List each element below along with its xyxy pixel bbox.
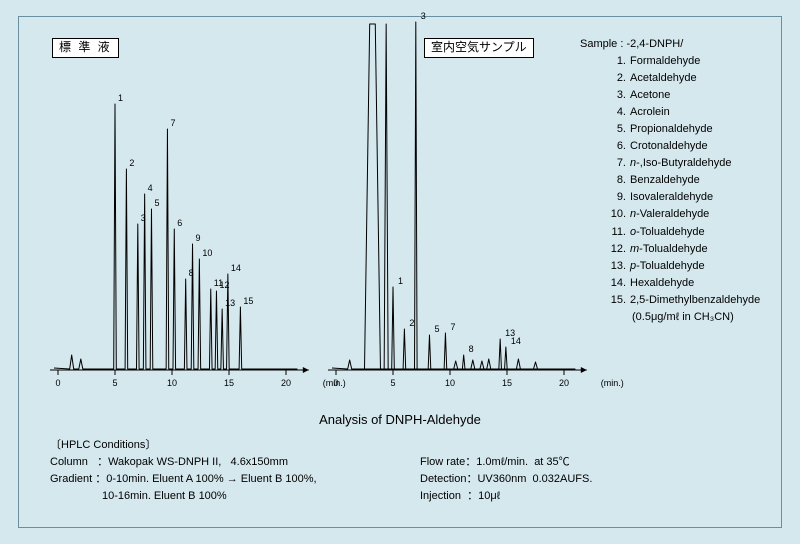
svg-text:0: 0 [55, 378, 60, 388]
svg-text:3: 3 [421, 11, 426, 21]
svg-text:7: 7 [450, 322, 455, 332]
legend-item: 9.Isovaleraldehyde [580, 189, 780, 206]
legend-item: 6.Crotonaldehyde [580, 138, 780, 155]
svg-text:5: 5 [434, 324, 439, 334]
sample-legend: Sample : -2,4-DNPH/1.Formaldehyde2.Aceta… [580, 36, 780, 326]
svg-text:6: 6 [177, 218, 182, 228]
hplc-conditions-right: Flow rate：1.0mℓ/min. at 35℃Detection：UV3… [420, 454, 680, 505]
svg-text:20: 20 [281, 378, 291, 388]
svg-text:7: 7 [170, 118, 175, 128]
svg-text:2: 2 [409, 318, 414, 328]
legend-item: 10.n-Valeraldehyde [580, 206, 780, 223]
svg-text:2: 2 [129, 158, 134, 168]
svg-text:10: 10 [202, 248, 212, 258]
hplc-conditions-left: 〔HPLC Conditions〕Column ：Wakopak WS-DNPH… [50, 437, 420, 505]
svg-text:1: 1 [398, 276, 403, 286]
legend-item: 7.n-,Iso-Butyraldehyde [580, 155, 780, 172]
svg-text:12: 12 [219, 280, 229, 290]
svg-text:14: 14 [511, 336, 521, 346]
svg-text:8: 8 [469, 344, 474, 354]
legend-item: 4.Acrolein [580, 104, 780, 121]
svg-text:10: 10 [445, 378, 455, 388]
legend-header: Sample : -2,4-DNPH/ [580, 36, 780, 53]
svg-text:8: 8 [189, 268, 194, 278]
legend-item: 3.Acetone [580, 87, 780, 104]
legend-item: 8.Benzaldehyde [580, 172, 780, 189]
svg-text:15: 15 [243, 296, 253, 306]
cond-line: Column ：Wakopak WS-DNPH II, 4.6x150mm [50, 454, 420, 471]
legend-item: 5.Propionaldehyde [580, 121, 780, 138]
chart-title: Analysis of DNPH-Aldehyde [0, 412, 800, 427]
legend-item: 14.Hexaldehyde [580, 275, 780, 292]
cond-heading: 〔HPLC Conditions〕 [50, 437, 420, 454]
svg-text:4: 4 [148, 183, 153, 193]
legend-item: 12.m-Tolualdehyde [580, 241, 780, 258]
cond-line: Injection ：10μℓ [420, 488, 680, 505]
svg-text:3: 3 [141, 213, 146, 223]
svg-text:5: 5 [390, 378, 395, 388]
svg-text:5: 5 [154, 198, 159, 208]
svg-text:9: 9 [196, 233, 201, 243]
svg-text:(min.): (min.) [601, 378, 624, 388]
svg-text:15: 15 [224, 378, 234, 388]
svg-text:0: 0 [333, 378, 338, 388]
cond-line: 10-16min. Eluent B 100% [50, 488, 420, 505]
legend-item: 13.p-Tolualdehyde [580, 258, 780, 275]
legend-footer: (0.5μg/mℓ in CH₃CN) [580, 309, 780, 326]
legend-item: 2.Acetaldehyde [580, 70, 780, 87]
svg-text:20: 20 [559, 378, 569, 388]
legend-item: 11.o-Tolualdehyde [580, 224, 780, 241]
svg-text:10: 10 [167, 378, 177, 388]
legend-item: 15.2,5-Dimethylbenzaldehyde [580, 292, 780, 309]
svg-text:1: 1 [118, 93, 123, 103]
cond-line: Flow rate：1.0mℓ/min. at 35℃ [420, 454, 680, 471]
svg-text:15: 15 [502, 378, 512, 388]
svg-text:5: 5 [112, 378, 117, 388]
cond-line: Gradient ：0-10min. Eluent A 100% → Eluen… [50, 471, 420, 488]
cond-line: Detection：UV360nm 0.032AUFS. [420, 471, 680, 488]
legend-item: 1.Formaldehyde [580, 53, 780, 70]
svg-text:13: 13 [225, 298, 235, 308]
svg-text:14: 14 [231, 263, 241, 273]
